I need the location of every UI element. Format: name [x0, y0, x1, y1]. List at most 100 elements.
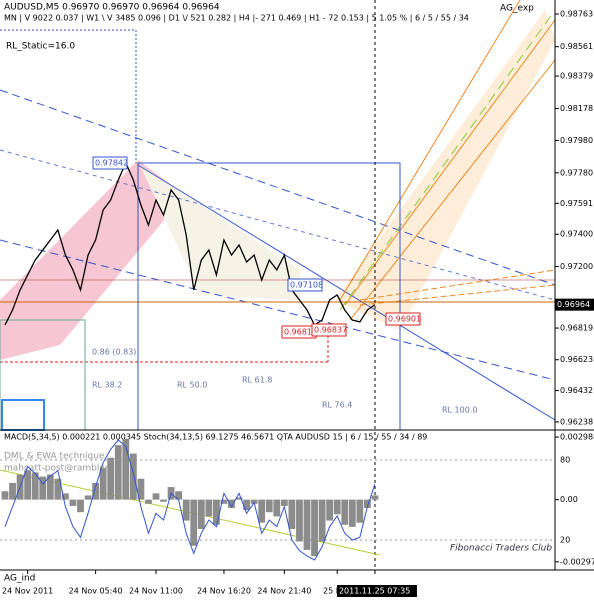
fan-line — [359, 269, 556, 301]
cursor-time-bg — [336, 585, 417, 597]
y-tick-label: 0.98379 — [560, 72, 593, 81]
watermark: mahcatt-post@rambler.ru — [4, 464, 120, 474]
annotation-box — [287, 278, 323, 292]
macd-bar — [182, 499, 190, 521]
stoch-line — [4, 439, 376, 561]
macd-bar — [190, 499, 198, 546]
annotation: RL 61.8 — [242, 376, 272, 385]
y-tick-label: 0.96819 — [560, 324, 593, 333]
y-tick-label: 0.97980 — [560, 136, 593, 145]
macd-bar — [220, 499, 228, 504]
macd-bar — [213, 499, 220, 525]
drawings — [0, 0, 594, 571]
x-tick-label: 2011.11.25 07:35 — [339, 587, 410, 596]
trend-line — [137, 164, 556, 421]
macd-bar — [326, 499, 334, 521]
macd-bar — [31, 472, 39, 500]
macd-bar — [9, 482, 16, 500]
macd-bar — [235, 497, 243, 500]
macd-bar — [69, 499, 77, 506]
macd-bar — [318, 499, 326, 542]
macd-bar — [341, 499, 349, 525]
macd-bar — [99, 468, 107, 500]
macd-bar — [39, 476, 47, 500]
annotation: RL 38.2 — [92, 381, 122, 390]
macd-bar — [243, 499, 250, 511]
macd-bar — [24, 470, 32, 500]
annotation: RL 100.0 — [442, 406, 477, 415]
fan-line — [339, 0, 521, 301]
macd-bar — [122, 438, 130, 500]
x-tick-label: 24 Nov 2011 — [2, 587, 53, 596]
macd-bar — [152, 493, 160, 500]
macd-bar — [175, 491, 183, 500]
y-tick-label: 0.97400 — [560, 230, 593, 239]
y-tick-label: 0.98178 — [560, 104, 593, 113]
macd-bar — [77, 499, 84, 513]
macd-bar — [371, 495, 379, 500]
fan-line — [349, 59, 556, 321]
sub-title: MACD(5,34,5) 0.000221 0.000345 Stoch(34,… — [4, 433, 427, 442]
y-tick-label: 0.97780 — [560, 168, 593, 177]
trend-line — [0, 239, 556, 381]
macd-bar — [296, 499, 303, 542]
macd-bar — [288, 499, 296, 529]
y2-tick-label: 80 — [560, 456, 570, 465]
annotation: 0.97842 — [95, 159, 128, 168]
annotation: 0.97108 — [290, 281, 323, 290]
y-tick-label: 0.97200 — [560, 262, 593, 271]
macd-bar — [197, 499, 205, 529]
macd-bar — [265, 499, 273, 513]
macd-bar — [303, 499, 311, 550]
annotation: 0.96901 — [388, 315, 421, 324]
macd-bar — [228, 499, 235, 509]
annotation: 0.96837 — [314, 326, 347, 335]
macd-bar — [348, 499, 356, 527]
y-tick-label: 0.96238 — [560, 417, 593, 426]
macd-bar — [364, 499, 371, 509]
macd-bar — [311, 499, 318, 557]
watermark: Fibonacci Traders Club — [450, 544, 552, 554]
macd-bar — [145, 499, 152, 504]
x-tick-label: 24 Nov 11:00 — [129, 587, 183, 596]
macd-bar — [205, 499, 213, 517]
macd-bar — [333, 499, 341, 515]
macd-bar — [54, 478, 62, 500]
macd-bar — [46, 474, 54, 500]
macd-bar — [1, 491, 9, 500]
macd-bar — [280, 499, 288, 506]
y-tick-label: 0.97591 — [560, 199, 593, 208]
price-tag — [555, 298, 594, 311]
macd-bar — [273, 499, 281, 517]
y-tick-label: 0.98561 — [560, 42, 593, 51]
macd-bar — [84, 495, 92, 500]
macd-bar — [92, 482, 99, 500]
macd-bar — [356, 499, 364, 523]
price-line — [4, 161, 376, 326]
y-tick-label: 0.00 — [560, 495, 578, 504]
fan-line — [339, 9, 556, 311]
price-tag-label: 0.96964 — [557, 300, 590, 309]
x-tick-label: 24 Nov 16:20 — [197, 587, 251, 596]
macd-bar — [114, 445, 122, 500]
annotation: RL 50.0 — [177, 381, 207, 390]
macd-bar — [107, 457, 115, 500]
note: RL_Static=16.0 — [6, 42, 75, 52]
annotation-box — [92, 156, 128, 170]
annotation: RL 76.4 — [322, 401, 352, 410]
x-tick-label: 24 Nov 21:40 — [257, 587, 311, 596]
y-tick-label: 0.002988 — [560, 433, 594, 442]
x-tick-label: 24 Nov 05:40 — [69, 587, 123, 596]
y-tick-label: 0.98763 — [560, 10, 593, 19]
y-tick-label: 0.96623 — [560, 355, 593, 364]
macd-bar — [62, 493, 69, 500]
annotation: 0.86 (0.83) — [92, 348, 136, 357]
macd-bar — [250, 499, 258, 504]
watermark: DML & EWA technique — [4, 452, 105, 462]
fan-line — [344, 19, 556, 306]
macd-bar — [137, 478, 145, 500]
macd-bar — [129, 453, 137, 500]
pink-channel — [0, 160, 185, 360]
chart-subtitle: MN | V 9022 0.037 | W1 \ V 3485 0.096 | … — [4, 14, 469, 23]
